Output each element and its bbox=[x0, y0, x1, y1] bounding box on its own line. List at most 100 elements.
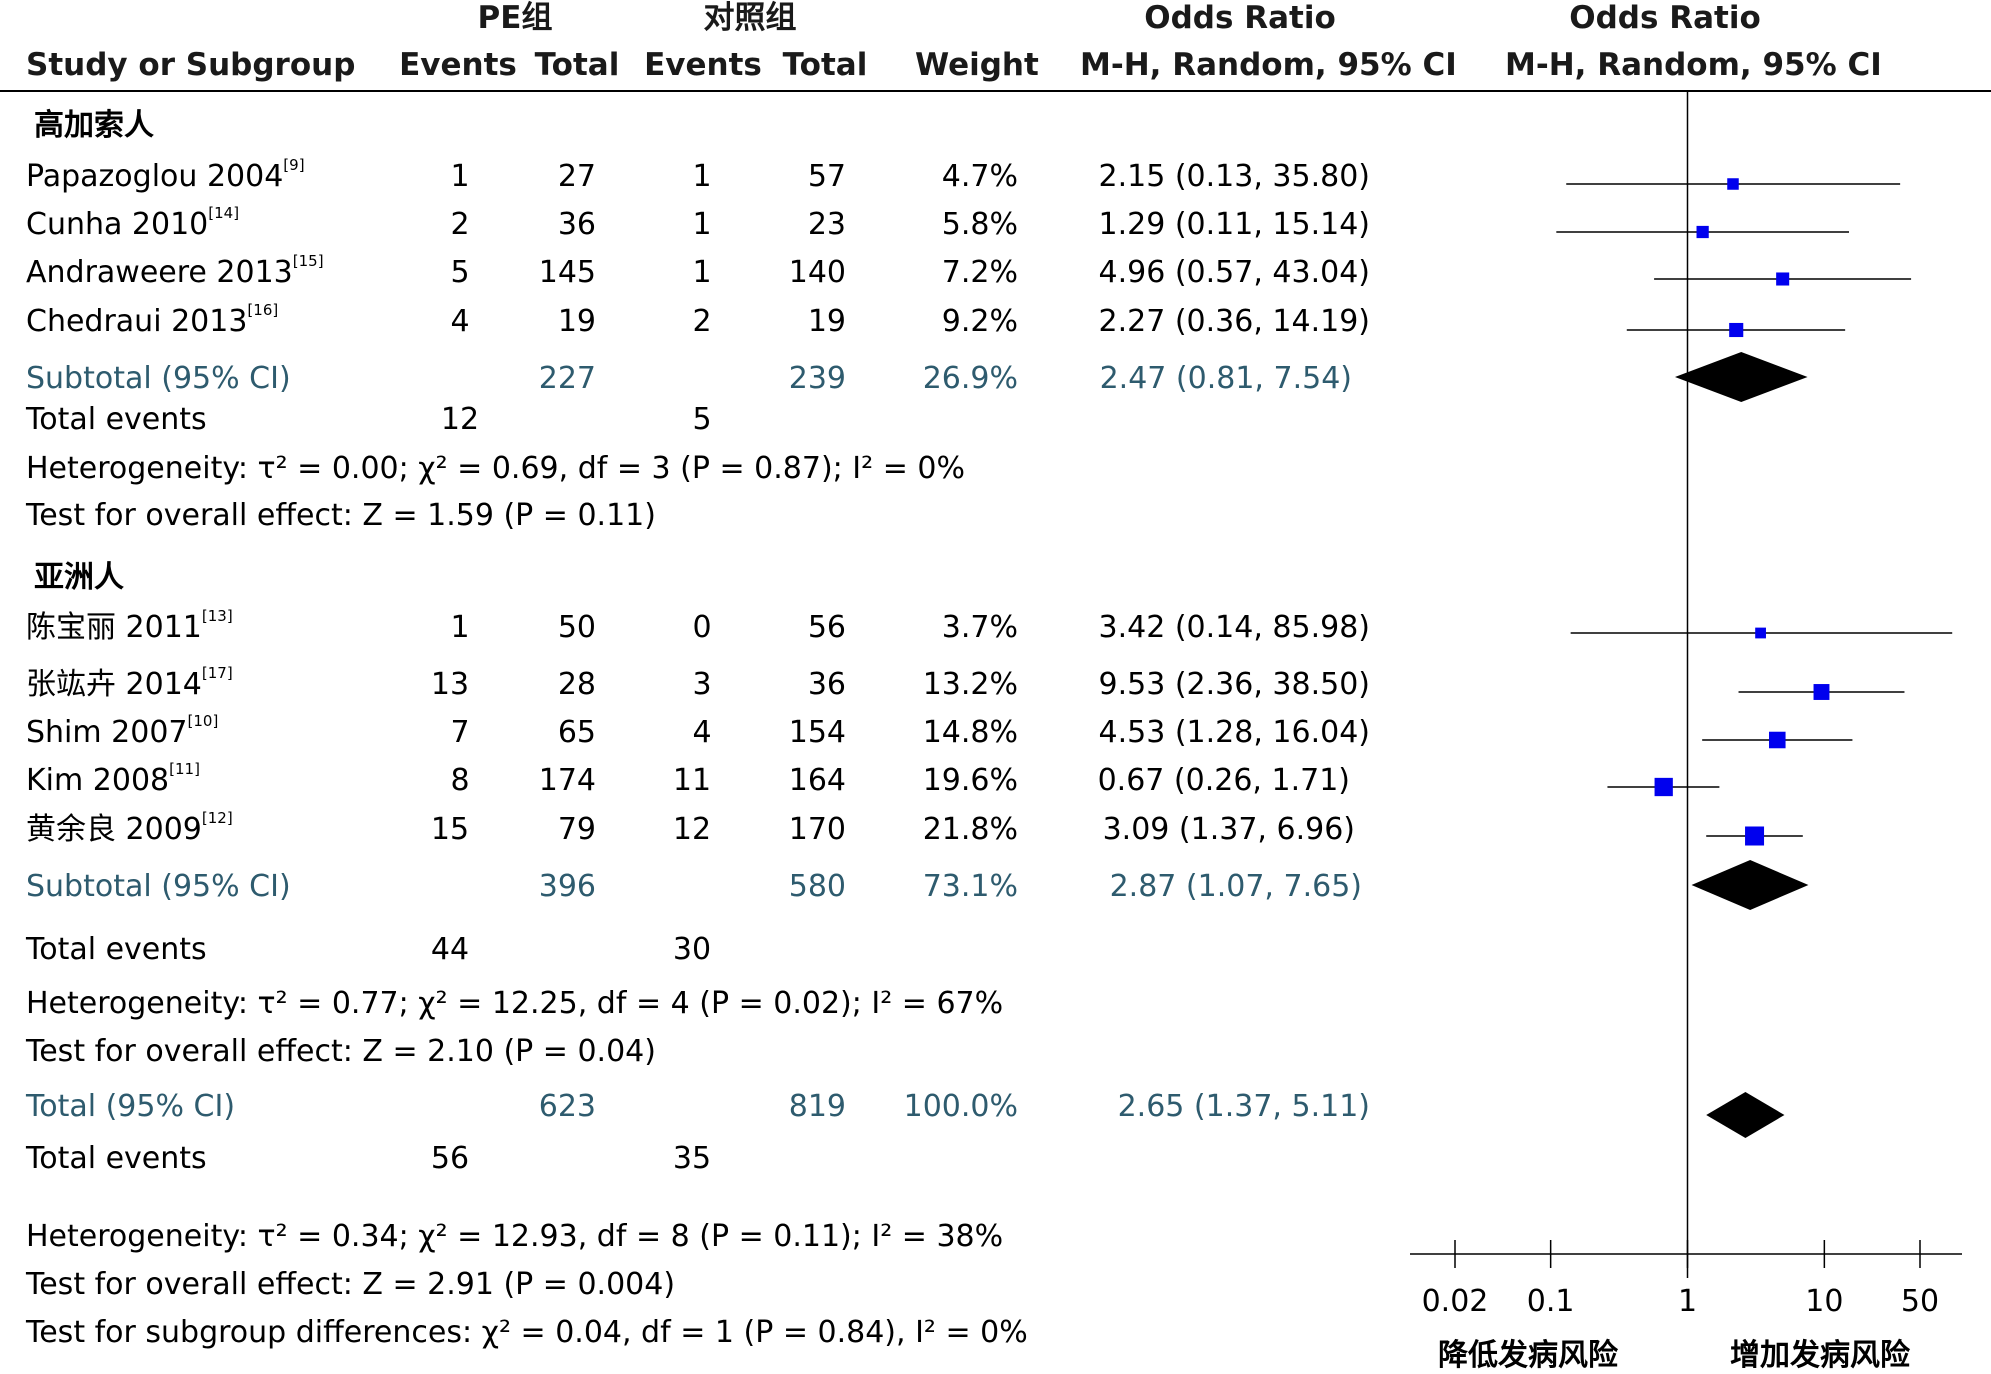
total-label: Total (95% CI) bbox=[26, 1089, 236, 1124]
study-square bbox=[1696, 225, 1709, 239]
events1-cell: 2 bbox=[450, 207, 470, 242]
subtotal-weight: 73.1% bbox=[922, 869, 1018, 904]
total2-cell: 19 bbox=[807, 304, 846, 339]
ci-cell: 9.53 (2.36, 38.50) bbox=[1098, 667, 1371, 702]
favours-left-label: 降低发病风险 bbox=[1438, 1338, 1618, 1373]
method-header: M-H, Random, 95% CI bbox=[1080, 47, 1457, 83]
events1-cell: 1 bbox=[450, 610, 470, 645]
weight-cell: 19.6% bbox=[922, 763, 1018, 798]
study-square bbox=[1755, 627, 1766, 639]
total1-header: Total bbox=[534, 47, 620, 83]
favours-right-label: 增加发病风险 bbox=[1730, 1338, 1910, 1373]
total-events-label: Total events bbox=[26, 402, 207, 437]
ci-cell: 2.27 (0.36, 14.19) bbox=[1098, 304, 1371, 339]
events2-header: Events bbox=[644, 47, 762, 83]
total1-cell: 19 bbox=[557, 304, 596, 339]
study-name: 张竑卉 2014[17] bbox=[26, 664, 233, 702]
group2-header: 对照组 bbox=[703, 0, 797, 36]
weight-cell: 13.2% bbox=[922, 667, 1018, 702]
subtotal-total1: 396 bbox=[538, 869, 596, 904]
subtotal-total1: 227 bbox=[538, 361, 596, 396]
total2-cell: 56 bbox=[807, 610, 846, 645]
total2-cell: 164 bbox=[788, 763, 846, 798]
or-title-plot: Odds Ratio bbox=[1569, 0, 1761, 36]
events2-cell: 1 bbox=[692, 207, 712, 242]
study-name: 黄余良 2009[12] bbox=[26, 809, 233, 847]
group1-header: PE组 bbox=[477, 0, 553, 36]
study-name: Shim 2007[10] bbox=[26, 712, 219, 750]
total-total1: 623 bbox=[538, 1089, 596, 1124]
weight-cell: 4.7% bbox=[941, 159, 1018, 194]
ci-cell: 3.42 (0.14, 85.98) bbox=[1098, 610, 1371, 645]
total1-cell: 27 bbox=[557, 159, 596, 194]
ci-cell: 1.29 (0.11, 15.14) bbox=[1098, 207, 1371, 242]
or-title: Odds Ratio bbox=[1144, 0, 1336, 36]
subtotal-total2: 239 bbox=[788, 361, 846, 396]
total-events1: 44 bbox=[430, 932, 470, 967]
subtotal-total2: 580 bbox=[788, 869, 846, 904]
pooled-diamond bbox=[1674, 352, 1808, 402]
total2-cell: 57 bbox=[807, 159, 846, 194]
weight-cell: 3.7% bbox=[941, 610, 1018, 645]
events1-cell: 1 bbox=[450, 159, 470, 194]
method-header-plot: M-H, Random, 95% CI bbox=[1505, 47, 1882, 83]
weight-cell: 14.8% bbox=[922, 715, 1018, 750]
overall-effect-text: Test for overall effect: Z = 1.59 (P = 0… bbox=[26, 498, 656, 533]
study-name: Chedraui 2013[16] bbox=[26, 301, 279, 339]
weight-cell: 7.2% bbox=[941, 255, 1018, 290]
study-square bbox=[1745, 826, 1765, 846]
events1-cell: 15 bbox=[430, 812, 470, 847]
study-column-header: Study or Subgroup bbox=[26, 47, 356, 83]
total-events1: 12 bbox=[440, 402, 480, 437]
total1-cell: 174 bbox=[538, 763, 596, 798]
events1-cell: 5 bbox=[450, 255, 470, 290]
total-events1: 56 bbox=[430, 1141, 470, 1176]
events2-cell: 1 bbox=[692, 255, 712, 290]
study-square bbox=[1727, 178, 1739, 190]
ci-cell: 4.53 (1.28, 16.04) bbox=[1098, 715, 1371, 750]
study-square bbox=[1813, 684, 1830, 700]
total2-cell: 23 bbox=[807, 207, 846, 242]
events2-cell: 3 bbox=[692, 667, 712, 702]
heterogeneity-text: Heterogeneity: τ² = 0.00; χ² = 0.69, df … bbox=[26, 451, 965, 486]
total-ci: 2.65 (1.37, 5.11) bbox=[1117, 1089, 1370, 1124]
total1-cell: 28 bbox=[557, 667, 596, 702]
x-axis-tick-label: 0.02 bbox=[1422, 1284, 1489, 1319]
group-title: 亚洲人 bbox=[34, 560, 124, 595]
ci-cell: 3.09 (1.37, 6.96) bbox=[1102, 812, 1355, 847]
events2-cell: 1 bbox=[692, 159, 712, 194]
study-name: Papazoglou 2004[9] bbox=[26, 156, 305, 194]
events2-cell: 0 bbox=[692, 610, 712, 645]
total1-cell: 50 bbox=[557, 610, 596, 645]
study-name: Cunha 2010[14] bbox=[26, 204, 240, 242]
total-events-label: Total events bbox=[26, 932, 207, 967]
study-square bbox=[1776, 272, 1790, 286]
events1-cell: 13 bbox=[430, 667, 470, 702]
ci-cell: 0.67 (0.26, 1.71) bbox=[1097, 763, 1350, 798]
group-title: 高加索人 bbox=[34, 108, 154, 143]
events1-header: Events bbox=[399, 47, 517, 83]
weight-cell: 9.2% bbox=[941, 304, 1018, 339]
subtotal-ci: 2.47 (0.81, 7.54) bbox=[1099, 361, 1352, 396]
ci-cell: 4.96 (0.57, 43.04) bbox=[1098, 255, 1371, 290]
study-name: 陈宝丽 2011[13] bbox=[26, 607, 233, 645]
events2-cell: 2 bbox=[692, 304, 712, 339]
header-divider bbox=[0, 90, 1991, 92]
subtotal-label: Subtotal (95% CI) bbox=[26, 869, 291, 904]
events1-cell: 4 bbox=[450, 304, 470, 339]
subgroup-differences-text: Test for subgroup differences: χ² = 0.04… bbox=[26, 1315, 1028, 1350]
total-events2: 5 bbox=[692, 402, 712, 437]
study-square bbox=[1729, 322, 1744, 338]
total2-cell: 36 bbox=[807, 667, 846, 702]
x-axis-tick-label: 10 bbox=[1805, 1284, 1843, 1319]
pooled-diamond bbox=[1691, 860, 1809, 910]
subtotal-ci: 2.87 (1.07, 7.65) bbox=[1109, 869, 1362, 904]
total1-cell: 79 bbox=[557, 812, 596, 847]
total2-header: Total bbox=[782, 47, 868, 83]
total1-cell: 145 bbox=[538, 255, 596, 290]
study-square bbox=[1654, 777, 1673, 797]
study-name: Kim 2008[11] bbox=[26, 760, 200, 798]
total-weight: 100.0% bbox=[903, 1089, 1018, 1124]
total-total2: 819 bbox=[788, 1089, 846, 1124]
